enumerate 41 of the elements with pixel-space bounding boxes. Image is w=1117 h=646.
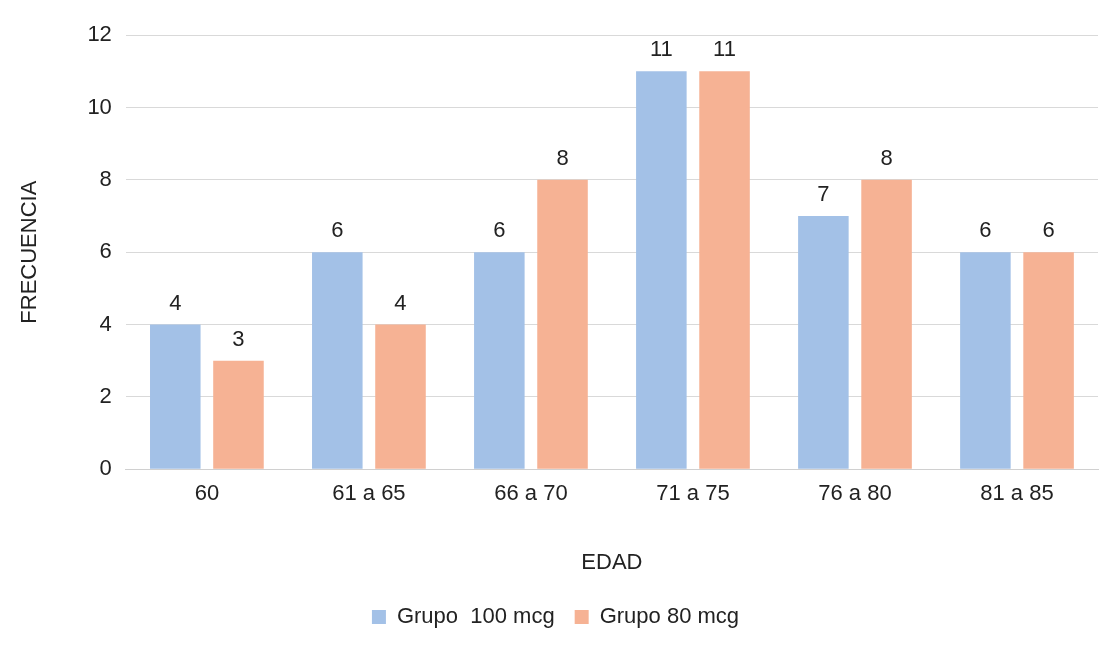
data-label: 6 (493, 217, 506, 243)
x-tick-label: 76 a 80 (818, 480, 892, 506)
x-axis-title: EDAD (581, 548, 643, 574)
data-label: 6 (1042, 217, 1055, 243)
bar (861, 179, 912, 469)
bar (699, 71, 750, 469)
x-tick-label: 71 a 75 (656, 480, 730, 506)
data-label: 11 (713, 36, 736, 62)
data-label: 11 (649, 36, 673, 62)
y-tick-label: 2 (99, 382, 112, 408)
data-label: 4 (169, 289, 182, 315)
data-label: 7 (817, 181, 830, 207)
bar (375, 324, 426, 469)
bar (213, 360, 264, 469)
y-tick-label: 6 (99, 238, 112, 264)
data-label: 3 (232, 325, 245, 351)
data-label: 8 (880, 144, 893, 170)
bar (1023, 252, 1074, 469)
data-label: 6 (979, 217, 992, 243)
x-tick-label: 61 a 65 (332, 480, 406, 506)
y-tick-label: 12 (87, 21, 112, 47)
x-tick-label: 60 (194, 480, 220, 506)
y-tick-label: 10 (87, 93, 112, 119)
bar (537, 179, 588, 469)
bar (150, 324, 201, 469)
data-label: 4 (394, 289, 407, 315)
x-tick-label: 66 a 70 (494, 480, 568, 506)
legend-label: Grupo 80 mcg (599, 603, 740, 629)
bar (960, 252, 1011, 469)
y-tick-label: 0 (99, 455, 112, 481)
y-axis-title: FRECUENCIA (16, 180, 42, 324)
data-label: 8 (556, 144, 569, 170)
bar (312, 252, 363, 469)
legend-label: Grupo 100 mcg (396, 603, 555, 629)
data-label: 6 (331, 217, 344, 243)
bar (636, 71, 687, 469)
y-tick-label: 8 (99, 165, 112, 191)
y-tick-label: 4 (99, 310, 112, 336)
x-tick-label: 81 a 85 (980, 480, 1054, 506)
bar (798, 216, 849, 469)
bar (474, 252, 525, 469)
